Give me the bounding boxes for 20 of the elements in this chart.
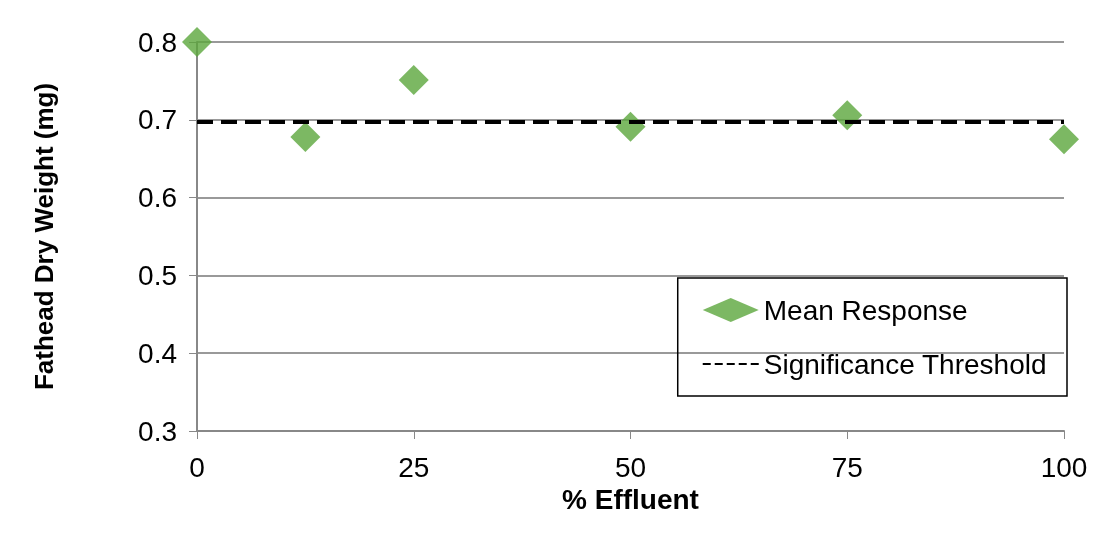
point bbox=[1049, 124, 1079, 155]
x-axis-title: % Effluent bbox=[562, 484, 699, 516]
y-tick-label: 0.6 bbox=[138, 182, 177, 214]
y-tick-label: 0.4 bbox=[138, 337, 177, 369]
point bbox=[290, 121, 321, 152]
point bbox=[832, 100, 863, 131]
y-axis-title: Fathead Dry Weight (mg) bbox=[29, 82, 59, 391]
y-tick-label: 0.5 bbox=[138, 259, 177, 291]
x-tick-label: 25 bbox=[398, 451, 430, 483]
x-tick-label: 50 bbox=[614, 451, 647, 483]
legend-label: Significance Threshold bbox=[763, 348, 1047, 380]
y-tick-label: 0.3 bbox=[138, 415, 177, 447]
legend-label: Mean Response bbox=[763, 294, 968, 326]
x-tick-label: 75 bbox=[831, 451, 863, 483]
x-tick-label: 100 bbox=[1040, 451, 1088, 483]
point bbox=[398, 65, 429, 96]
y-tick-label: 0.8 bbox=[138, 26, 177, 58]
point bbox=[182, 27, 212, 57]
x-tick-label: 0 bbox=[189, 451, 205, 483]
y-tick-label: 0.7 bbox=[138, 104, 177, 136]
